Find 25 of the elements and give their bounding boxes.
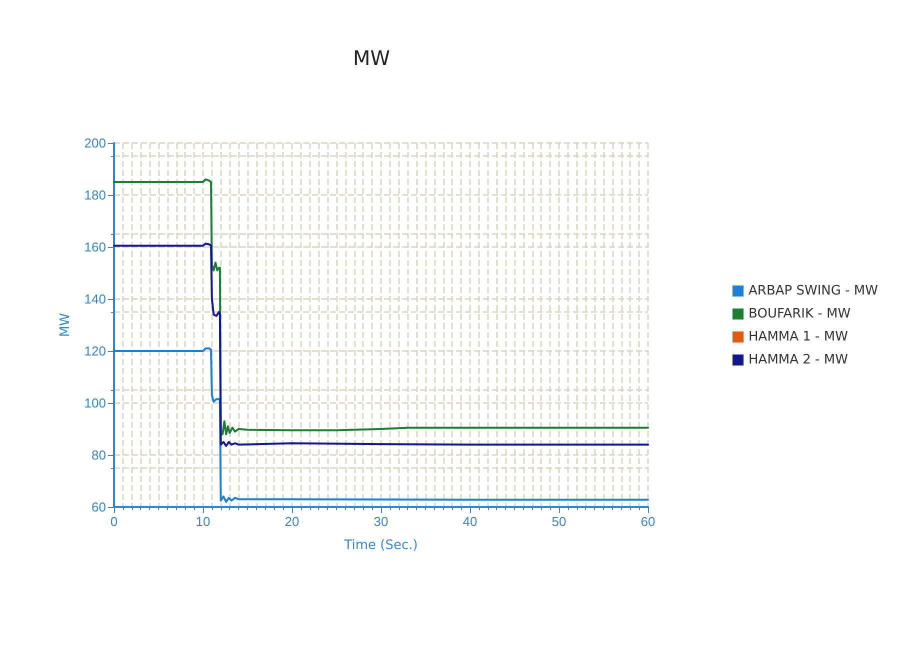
y-tick-label: 200 bbox=[84, 136, 106, 150]
legend-label: HAMMA 1 - MW bbox=[748, 330, 848, 344]
y-tick-label: 60 bbox=[92, 500, 106, 514]
line-series bbox=[113, 242, 649, 447]
y-tick-label: 120 bbox=[84, 344, 106, 358]
y-axis-title: MW bbox=[58, 312, 73, 338]
x-tick-label: 10 bbox=[196, 514, 210, 529]
y-tick-label: 80 bbox=[92, 448, 106, 462]
x-tick-label: 40 bbox=[462, 514, 478, 529]
y-tick-label: 140 bbox=[84, 292, 106, 306]
x-tick-label: 60 bbox=[640, 514, 656, 529]
x-axis-title: Time (Sec.) bbox=[343, 538, 418, 553]
y-tick-label: 160 bbox=[84, 240, 106, 254]
legend-label: BOUFARIK - MW bbox=[748, 306, 851, 322]
legend-label: ARBAP SWING - MW bbox=[748, 284, 878, 298]
x-tick-label: 0 bbox=[110, 514, 118, 529]
legend-label: HAMMA 2 - MW bbox=[748, 352, 848, 368]
x-tick-label: 50 bbox=[552, 514, 566, 529]
x-tick-label: 30 bbox=[374, 514, 388, 529]
y-tick-label: 180 bbox=[84, 188, 106, 202]
chart-title: MW bbox=[353, 46, 390, 70]
line-series bbox=[113, 347, 649, 503]
x-tick-label: 20 bbox=[284, 514, 300, 529]
y-tick-label: 100 bbox=[84, 396, 106, 410]
line-series bbox=[113, 178, 649, 436]
